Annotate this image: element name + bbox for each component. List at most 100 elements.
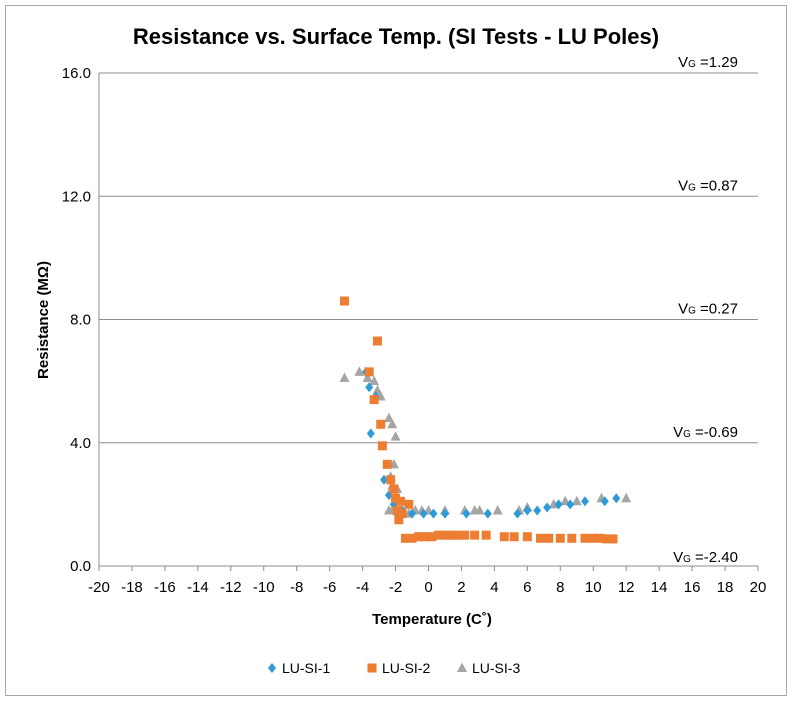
legend-label: LU-SI-1 (282, 660, 330, 676)
data-point (601, 534, 611, 544)
data-point (600, 496, 609, 507)
data-point (447, 530, 457, 540)
legend-marker (457, 662, 467, 672)
data-point (408, 508, 417, 519)
data-point (397, 509, 407, 519)
x-tick-label: -10 (253, 579, 275, 596)
data-point (543, 502, 552, 513)
data-point (362, 372, 373, 383)
data-point (392, 506, 402, 516)
data-point (419, 508, 428, 519)
x-tick-labels: -20 -18 -16 -14 -12 -10 -8 -6 -4 -2 0 2 4 6 8 10 12 14 16 1… (88, 566, 766, 596)
data-point (523, 505, 532, 516)
chart-title: Resistance vs. Surface Temp. (SI Tests -… (133, 24, 659, 49)
x-tick-label: 2 (457, 579, 465, 596)
legend-label: LU-SI-3 (472, 660, 520, 676)
data-point (427, 532, 437, 542)
data-point (621, 492, 632, 503)
y-tick-label: 4.0 (70, 435, 91, 452)
data-point (554, 499, 563, 510)
vg-annotation: VG =-0.69 (673, 424, 738, 441)
data-point (483, 508, 492, 519)
data-point (365, 382, 374, 393)
data-point (509, 532, 519, 542)
y-tick-labels: 0.0 4.0 8.0 12.0 16.0 (62, 65, 91, 575)
data-point (513, 508, 522, 519)
data-point (354, 366, 365, 376)
legend: LU-SI-1 LU-SI-2 LU-SI-3 (268, 660, 520, 676)
x-tick-label: 8 (556, 579, 564, 596)
data-point (339, 372, 350, 383)
data-point (470, 530, 480, 540)
data-point (394, 515, 404, 525)
vg-annotation: VG =0.87 (678, 177, 738, 194)
data-point (407, 533, 417, 543)
data-point (372, 336, 382, 346)
data-point (588, 533, 598, 543)
data-point (460, 530, 470, 540)
data-points (339, 296, 632, 544)
data-point (453, 530, 463, 540)
data-point (580, 533, 590, 543)
x-tick-label: 0 (424, 579, 432, 596)
data-point (414, 532, 424, 542)
data-point (366, 428, 375, 439)
y-tick-label: 12.0 (62, 188, 91, 205)
vg-annotation: VG =1.29 (678, 54, 738, 71)
data-point (420, 532, 430, 542)
data-point (369, 395, 379, 405)
data-point (536, 533, 546, 543)
x-tick-label: -18 (121, 579, 143, 596)
data-point (522, 532, 532, 542)
data-point (429, 508, 438, 519)
gridlines (99, 72, 758, 444)
data-point (364, 367, 374, 377)
x-tick-label: 10 (585, 579, 602, 596)
annotations: VG =1.29 VG =0.87 VG =0.27 VG =-0.69 VG =-2.… (673, 54, 738, 566)
data-point (369, 375, 380, 386)
x-tick-label: -2 (389, 579, 402, 596)
data-point (391, 493, 401, 503)
x-tick-label: 4 (490, 579, 498, 596)
data-point (555, 533, 565, 543)
data-point (389, 484, 399, 494)
x-tick-label: -12 (220, 579, 242, 596)
legend-marker (268, 663, 276, 673)
x-tick-label: -20 (88, 579, 110, 596)
x-tick-label: -4 (356, 579, 369, 596)
data-point (608, 534, 618, 544)
x-tick-label: 18 (717, 579, 734, 596)
x-tick-label: -16 (154, 579, 176, 596)
x-tick-label: -8 (290, 579, 303, 596)
x-tick-label: -14 (187, 579, 209, 596)
data-point (544, 533, 554, 543)
data-point (440, 530, 450, 540)
data-point (612, 493, 621, 504)
legend-marker (367, 663, 377, 673)
data-point (400, 533, 410, 543)
x-tick-label: 14 (651, 579, 668, 596)
data-point (492, 505, 503, 515)
data-point (567, 533, 577, 543)
y-tick-label: 8.0 (70, 312, 91, 329)
vg-annotation: VG =0.27 (678, 301, 738, 318)
x-tick-label: 6 (523, 579, 531, 596)
data-point (390, 431, 401, 441)
data-point (339, 296, 349, 306)
data-point (433, 530, 443, 540)
series-LU-SI-2 (339, 296, 618, 544)
data-point (377, 441, 387, 451)
x-tick-label: 16 (684, 579, 701, 596)
data-point (383, 412, 394, 423)
y-axis-title: Resistance (MΩ) (35, 261, 52, 379)
data-point (376, 419, 386, 429)
x-tick-label: -6 (323, 579, 336, 596)
data-point (581, 496, 590, 507)
x-tick-label: 12 (618, 579, 635, 596)
data-point (383, 505, 394, 515)
legend-label: LU-SI-2 (382, 660, 430, 676)
data-point (386, 475, 396, 485)
data-point (499, 532, 509, 542)
